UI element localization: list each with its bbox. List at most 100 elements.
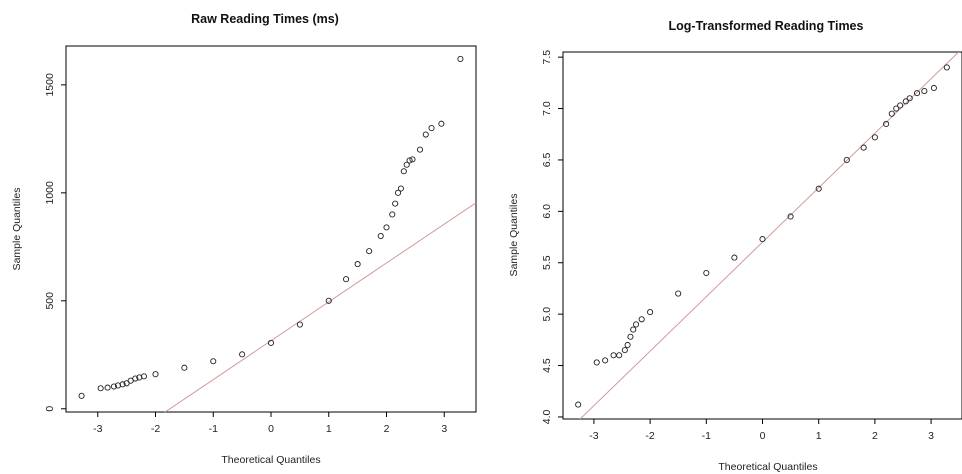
data-point: [403, 161, 410, 168]
data-point: [354, 261, 361, 268]
data-point: [731, 254, 738, 261]
data-point: [104, 384, 111, 391]
data-point: [239, 351, 246, 358]
x-tick-label: 3: [441, 423, 447, 435]
x-tick-label: 1: [326, 423, 332, 435]
x-tick-label: 0: [268, 423, 274, 435]
data-point: [394, 189, 402, 196]
data-point: [787, 213, 794, 220]
data-point: [366, 248, 373, 255]
plot-frame: [65, 45, 477, 413]
x-tick-label: -3: [93, 423, 102, 435]
data-point: [815, 185, 822, 192]
y-axis-label: Sample Quantiles: [508, 194, 520, 277]
x-axis-label: Theoretical Quantiles: [221, 454, 320, 466]
data-point: [383, 224, 390, 231]
data-point: [575, 401, 582, 408]
y-tick-label: 0: [44, 406, 56, 412]
data-point: [630, 326, 637, 333]
y-tick-label: 6.0: [541, 204, 553, 219]
y-tick-label: 1000: [44, 181, 56, 205]
data-point: [906, 95, 913, 102]
data-point: [428, 125, 435, 132]
data-point: [181, 364, 188, 371]
data-point: [624, 341, 631, 349]
data-point: [457, 55, 464, 63]
data-point: [897, 102, 904, 109]
data-point: [675, 290, 682, 297]
data-point: [78, 392, 85, 399]
data-point: [621, 347, 628, 354]
chart-title: Log-Transformed Reading Times: [669, 19, 864, 33]
data-point: [638, 316, 645, 323]
x-tick-label: -2: [151, 423, 160, 435]
data-point: [860, 144, 867, 151]
data-point: [883, 120, 890, 128]
data-point: [210, 358, 217, 365]
data-point: [921, 88, 928, 95]
data-point: [593, 359, 600, 366]
data-point: [703, 269, 710, 277]
data-point: [296, 321, 303, 328]
data-point: [152, 371, 159, 378]
y-tick-label: 7.0: [541, 101, 553, 116]
data-point: [377, 232, 384, 240]
y-tick-label: 7.5: [541, 50, 553, 65]
data-point: [893, 105, 900, 112]
data-point: [902, 98, 909, 105]
raw-qq-panel: Raw Reading Times (ms) Theoretical Quant…: [11, 12, 477, 466]
x-tick-label: -2: [645, 430, 654, 442]
log-qq-panel: Log-Transformed Reading Times Theoretica…: [508, 19, 962, 473]
x-tick-label: -1: [209, 423, 218, 435]
y-tick-label: 500: [44, 292, 56, 310]
x-tick-label: 2: [384, 423, 390, 435]
y-tick-label: 4.5: [541, 358, 553, 373]
data-point: [406, 157, 413, 164]
data-point: [627, 333, 634, 340]
x-axis-label: Theoretical Quantiles: [718, 461, 817, 473]
data-point: [267, 339, 275, 346]
data-point: [397, 185, 404, 192]
data-point: [422, 131, 429, 138]
y-tick-label: 1500: [44, 73, 56, 97]
data-point: [438, 120, 445, 127]
data-point: [943, 64, 950, 71]
data-point: [119, 381, 126, 388]
data-point: [602, 357, 609, 364]
data-point: [416, 146, 424, 153]
data-point: [610, 352, 617, 359]
data-point: [759, 236, 766, 243]
data-point: [400, 168, 407, 175]
data-point: [409, 156, 416, 163]
data-point: [343, 276, 350, 283]
y-tick-label: 4.0: [541, 409, 553, 424]
data-point: [392, 200, 399, 207]
data-point: [930, 84, 937, 92]
x-tick-label: -3: [589, 430, 598, 442]
data-point: [132, 375, 139, 382]
data-point: [325, 297, 332, 304]
data-point: [871, 134, 878, 141]
reference-line: [579, 52, 960, 419]
x-tick-label: -1: [702, 430, 711, 442]
data-point: [843, 156, 850, 163]
data-point: [97, 385, 104, 392]
x-tick-label: 3: [928, 430, 934, 442]
y-tick-label: 6.5: [541, 152, 553, 167]
data-point: [110, 383, 117, 390]
y-axis-label: Sample Quantiles: [11, 188, 23, 271]
y-tick-label: 5.0: [541, 307, 553, 322]
chart-title: Raw Reading Times (ms): [191, 12, 339, 26]
y-tick-label: 5.5: [541, 255, 553, 270]
data-point: [616, 352, 623, 359]
x-tick-label: 0: [760, 430, 766, 442]
data-point: [888, 110, 895, 117]
data-point: [140, 373, 148, 380]
x-tick-label: 1: [816, 430, 822, 442]
data-point: [913, 90, 921, 97]
data-point: [633, 321, 640, 328]
data-point: [647, 309, 654, 316]
x-tick-label: 2: [872, 430, 878, 442]
data-point: [389, 211, 396, 218]
